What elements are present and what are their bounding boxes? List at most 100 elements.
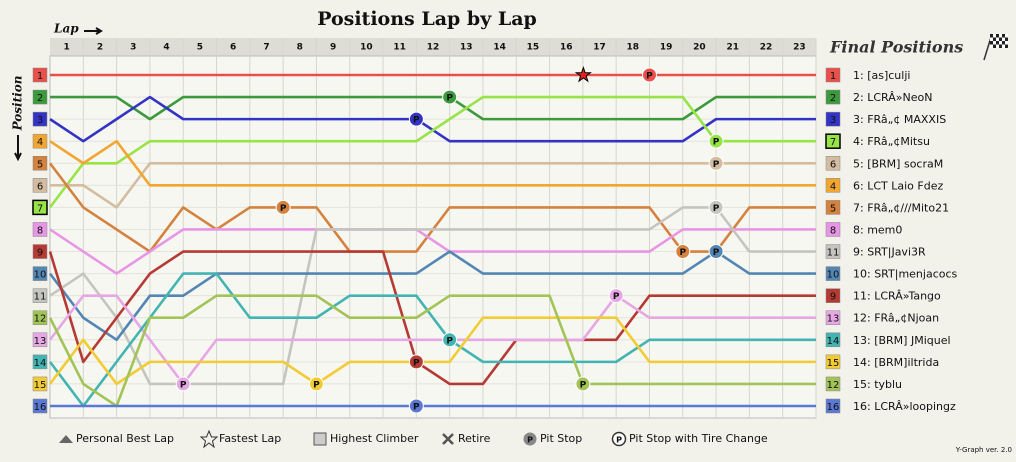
- legend-entry: 14: [BRM]iltrida: [853, 356, 939, 369]
- start-label: 10: [34, 270, 47, 281]
- final-badge-label: 5: [830, 203, 836, 214]
- x-tick-label: 21: [726, 43, 739, 53]
- legend-entry: 15: tyblu: [853, 378, 902, 391]
- final-badge: [825, 156, 841, 171]
- pit-stop: [675, 244, 691, 260]
- x-tick-label: 5: [197, 43, 203, 53]
- position-line: [48, 316, 816, 386]
- pit-stop: [708, 155, 724, 171]
- final-badge: [825, 222, 841, 237]
- start-label: 6: [37, 181, 43, 192]
- legend-entry: 6: LCT Laio Fdez: [853, 179, 943, 192]
- final-badge-label: 8: [830, 225, 836, 236]
- legend-entry: 4: FRâ„¢Mitsu: [853, 135, 930, 148]
- position-line: [48, 294, 816, 408]
- start-label: 8: [37, 225, 43, 236]
- start-badge: [32, 288, 48, 303]
- start-label: 3: [37, 115, 43, 126]
- final-badge: [825, 178, 841, 193]
- legend-icon: [523, 432, 537, 446]
- x-tick-label: 19: [660, 43, 673, 53]
- x-tick-label: 13: [460, 43, 473, 53]
- x-tick-label: 6: [230, 43, 236, 53]
- x-tick-label: 10: [360, 43, 373, 53]
- pit-stop: [408, 398, 424, 414]
- start-badge: [32, 354, 48, 370]
- position-line: [49, 228, 816, 275]
- x-tick-label: 9: [330, 43, 336, 53]
- y-arrow: [14, 135, 22, 162]
- start-badge: [32, 244, 48, 259]
- final-badge-label: 7: [830, 137, 836, 148]
- start-label: 9: [37, 248, 43, 259]
- start-label: 16: [34, 402, 47, 413]
- lap-header: [50, 38, 816, 56]
- legend-entry: 8: mem0: [853, 223, 902, 236]
- x-arrow: [84, 27, 103, 35]
- legend-icon: [611, 431, 627, 447]
- pit-stop: [708, 199, 724, 215]
- pit-stop-icon: P: [413, 403, 420, 413]
- legend-item: Pit Stop: [540, 432, 582, 445]
- final-badge-label: 12: [827, 380, 840, 391]
- legend-entry: 7: FRâ„¢///Mito21: [853, 201, 949, 214]
- final-badge-label: 13: [827, 314, 840, 325]
- pit-stop: [275, 199, 291, 215]
- lines: [48, 73, 816, 408]
- pit-stop: [641, 67, 657, 83]
- legend-entry: 13: [BRM] JMiquel: [853, 334, 951, 347]
- start-label: 1: [37, 71, 43, 82]
- final-badge: [825, 200, 841, 215]
- x-axis-label: Lap: [53, 22, 79, 36]
- start-label: 15: [34, 380, 47, 391]
- start-label: 2: [37, 93, 43, 104]
- final-badge-label: 14: [827, 336, 840, 347]
- pit-stop-icon: P: [313, 380, 320, 390]
- x-tick-label: 12: [427, 43, 440, 53]
- final-badge-label: 3: [830, 115, 836, 126]
- legend-title: Final Positions: [829, 38, 963, 57]
- position-line: [48, 250, 816, 386]
- pit-stop-icon: P: [180, 380, 187, 390]
- final-badge: [825, 266, 841, 281]
- pit-stop-icon: P: [446, 336, 453, 346]
- start-badge: [32, 199, 48, 216]
- legend-entry: 16: LCRÂ»loopingz: [853, 400, 956, 413]
- start-badge: [32, 398, 48, 414]
- final-badge-label: 10: [827, 270, 840, 281]
- legend-entry: 2: LCRÂ»NeoN: [853, 91, 932, 104]
- position-line: [48, 294, 816, 386]
- legend-icon: [59, 435, 73, 443]
- x-tick-label: 1: [64, 43, 70, 53]
- final-badge-label: 16: [827, 402, 840, 413]
- final-badge-label: 15: [827, 358, 840, 369]
- pit-stop-icon: P: [713, 248, 720, 258]
- final-badge: [825, 89, 841, 105]
- start-label: 11: [34, 292, 47, 303]
- pit-stop: [708, 133, 724, 149]
- flag: [983, 33, 1008, 61]
- chart-title: Positions Lap by Lap: [317, 8, 537, 30]
- x-tick-label: 16: [560, 43, 573, 53]
- position-line: [48, 95, 816, 209]
- position-line: [48, 272, 816, 408]
- x-tick-label: 7: [263, 43, 269, 53]
- final-badge: [825, 288, 841, 303]
- final-badge: [825, 133, 841, 149]
- legend-entry: 1: [as]culji: [853, 69, 910, 82]
- legend-icon: [442, 433, 454, 445]
- x-tick-label: 3: [130, 43, 136, 53]
- pit-stop-icon: P: [446, 94, 453, 104]
- final-badge: [825, 67, 841, 83]
- start-badge: [32, 156, 48, 171]
- pit-stop: [308, 376, 324, 392]
- legend-item: Highest Climber: [330, 432, 419, 445]
- x-tick-label: 20: [693, 43, 706, 53]
- legend-entry: 12: FRâ„¢Njoan: [853, 312, 939, 325]
- final-badge-label: 2: [830, 93, 836, 104]
- pit-stop-icon: P: [646, 72, 653, 82]
- x-tick-label: 22: [760, 43, 773, 53]
- position-line: [50, 95, 816, 121]
- legend-icon: [313, 432, 327, 446]
- start-label: 12: [34, 314, 47, 325]
